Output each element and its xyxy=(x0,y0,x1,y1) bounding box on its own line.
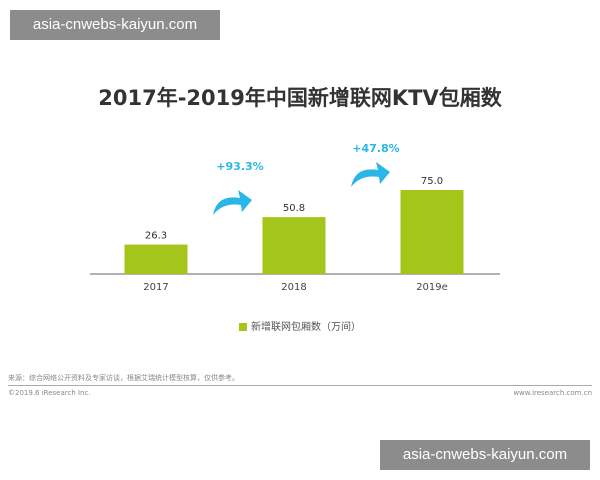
growth-label: +93.3% xyxy=(216,160,263,173)
growth-arrow-icon xyxy=(351,162,390,187)
x-tick-label: 2017 xyxy=(143,282,168,293)
data-label: 75.0 xyxy=(421,176,443,187)
x-tick-label: 2018 xyxy=(281,282,306,293)
footer-divider xyxy=(8,385,592,386)
watermark-top: asia-cnwebs-kaiyun.com xyxy=(10,10,220,40)
source-note: 来源：综合网络公开资料及专家访谈，根据艾瑞统计模型核算，仅供参考。 xyxy=(8,374,239,382)
growth-label: +47.8% xyxy=(352,142,399,155)
legend: 新增联网包厢数（万间） xyxy=(0,318,600,333)
site-url: www.iresearch.com.cn xyxy=(513,389,592,397)
chart-title: 2017年-2019年中国新增联网KTV包厢数 xyxy=(98,86,502,110)
data-label: 50.8 xyxy=(283,203,305,214)
bar xyxy=(262,217,326,274)
bar xyxy=(400,190,464,274)
x-tick-label: 2019e xyxy=(416,282,448,293)
growth-arrow-icon xyxy=(213,190,252,215)
legend-swatch xyxy=(239,323,247,331)
data-label: 26.3 xyxy=(145,231,167,242)
watermark-bottom: asia-cnwebs-kaiyun.com xyxy=(380,440,590,470)
copyright: ©2019.6 iResearch Inc. xyxy=(8,389,91,397)
legend-label: 新增联网包厢数（万间） xyxy=(251,322,361,333)
bar xyxy=(124,244,188,274)
